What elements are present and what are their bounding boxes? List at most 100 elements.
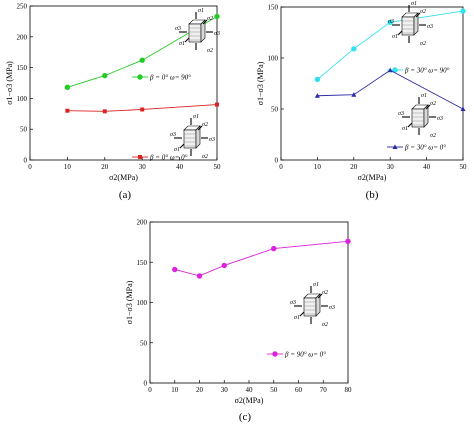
y-axis-label: σ1−σ3 (MPa) — [256, 61, 265, 105]
chart-a: 0 10 20 30 40 50 0 50 100 150 200 250 σ2(MPa) σ1−σ3 (… — [5, 3, 221, 202]
stress-label: σ2 — [202, 154, 208, 160]
stress-label: σ1 — [421, 93, 427, 99]
stress-label: σ3 — [398, 111, 404, 117]
x-tick-label: 50 — [270, 386, 278, 394]
stress-arrow — [184, 37, 190, 43]
y-tick-label: 100 — [268, 55, 279, 63]
panel-label: (b) — [366, 189, 379, 201]
x-tick-label: 40 — [423, 163, 431, 171]
stress-label: σ2 — [430, 101, 436, 107]
legend-entry-0: β = 0° ω= 90° — [132, 74, 191, 82]
series-0-point — [314, 76, 321, 83]
legend-label: β = 30° ω= 0° — [404, 144, 446, 152]
stress-arrow — [317, 293, 323, 299]
stress-arrow — [415, 12, 421, 18]
stress-label: σ3 — [175, 26, 181, 32]
series-0-point — [102, 72, 108, 79]
x-tick-label: 10 — [171, 386, 179, 394]
series-1-point — [314, 93, 320, 98]
stress-arrow — [425, 104, 431, 110]
stress-label: σ2 — [322, 322, 328, 328]
stress-label: σ3 — [427, 24, 433, 30]
y-tick-label: 0 — [144, 380, 148, 388]
legend-marker — [392, 67, 398, 73]
x-tick-label: 40 — [246, 386, 254, 394]
stress-arrow — [197, 125, 203, 131]
x-tick-label: 80 — [345, 386, 353, 394]
legend-marker — [272, 351, 278, 357]
y-tick-label: 250 — [17, 3, 28, 11]
chart-c: 0 10 20 30 40 50 60 70 80 0 50 100 150 200 σ2(MPa) σ1−σ… — [125, 219, 352, 424]
y-tick-label: 50 — [20, 126, 28, 134]
y-tick-label: 50 — [140, 339, 148, 347]
legend-label: β = 90° ω= 0° — [284, 351, 326, 359]
specimen-front-face — [188, 23, 202, 43]
legend-label: β = 0° ω= 90° — [149, 74, 191, 82]
series-1-point — [140, 107, 145, 112]
stress-label: σ3 — [437, 116, 443, 122]
stress-label: σ1 — [392, 34, 398, 40]
x-tick-label: 40 — [176, 163, 184, 171]
y-tick-label: 0 — [24, 157, 28, 165]
stress-arrow — [179, 143, 185, 149]
stress-label: σ2 — [207, 16, 213, 22]
stress-arrow — [299, 311, 305, 317]
x-tick-label: 20 — [196, 386, 204, 394]
stress-arrow — [407, 122, 413, 128]
stress-label: σ1 — [294, 315, 300, 321]
y-tick-label: 150 — [137, 259, 148, 267]
x-tick-label: 30 — [221, 386, 229, 394]
y-tick-label: 0 — [275, 157, 279, 165]
x-axis-label: σ2(MPa) — [235, 396, 264, 405]
stress-label: σ3 — [214, 31, 220, 37]
y-axis-label: σ1−σ3 (MPa) — [5, 61, 14, 105]
stress-label: σ2 — [430, 133, 436, 139]
legend-label: β = 30° ω= 90° — [404, 67, 450, 75]
series-0-point — [196, 273, 203, 279]
panel-label: (a) — [119, 189, 132, 201]
chart-b: 0 10 20 30 40 50 0 50 100 150 σ2(MPa) σ1−σ3 (MPa) β … — [256, 1, 467, 201]
x-tick-label: 20 — [101, 163, 109, 171]
stress-label: σ2 — [202, 122, 208, 128]
legend-entry-0: β = 90° ω= 0° — [267, 351, 326, 359]
x-tick-label: 10 — [314, 163, 322, 171]
series-0-point — [139, 57, 145, 63]
stress-label: σ1 — [198, 8, 204, 14]
y-tick-label: 150 — [17, 64, 28, 72]
y-tick-label: 50 — [271, 106, 279, 114]
series-0-point — [221, 262, 227, 269]
panel-label: (c) — [239, 411, 252, 423]
x-tick-label: 30 — [387, 163, 395, 171]
specimen-front-face — [411, 108, 425, 128]
y-tick-label: 200 — [137, 219, 148, 227]
legend-marker — [137, 74, 143, 80]
x-tick-label: 50 — [460, 163, 468, 171]
series-line-0 — [317, 10, 464, 80]
stress-label: σ1 — [179, 41, 185, 47]
legend-marker — [138, 155, 142, 159]
series-0-point — [271, 245, 277, 252]
series-line-0 — [174, 240, 349, 277]
series-0-point — [345, 238, 351, 245]
plot-frame — [280, 6, 464, 161]
y-tick-label: 100 — [17, 95, 28, 103]
x-tick-label: 20 — [350, 163, 358, 171]
series-0-point — [460, 8, 466, 14]
x-tick-label: 10 — [64, 163, 72, 171]
x-tick-label: 0 — [279, 163, 283, 171]
series-0-point — [351, 46, 357, 52]
stress-label: σ1 — [174, 147, 180, 153]
y-tick-label: 150 — [268, 4, 279, 12]
legend-marker — [392, 144, 398, 149]
stress-arrow — [202, 19, 208, 25]
specimen-front-face — [401, 16, 415, 36]
x-tick-label: 70 — [320, 386, 328, 394]
stress-label: σ1 — [193, 114, 199, 120]
series-0-point — [172, 266, 178, 273]
stress-label: σ2 — [207, 48, 213, 54]
stress-label: σ3 — [290, 300, 296, 306]
series-line-0 — [67, 16, 218, 88]
